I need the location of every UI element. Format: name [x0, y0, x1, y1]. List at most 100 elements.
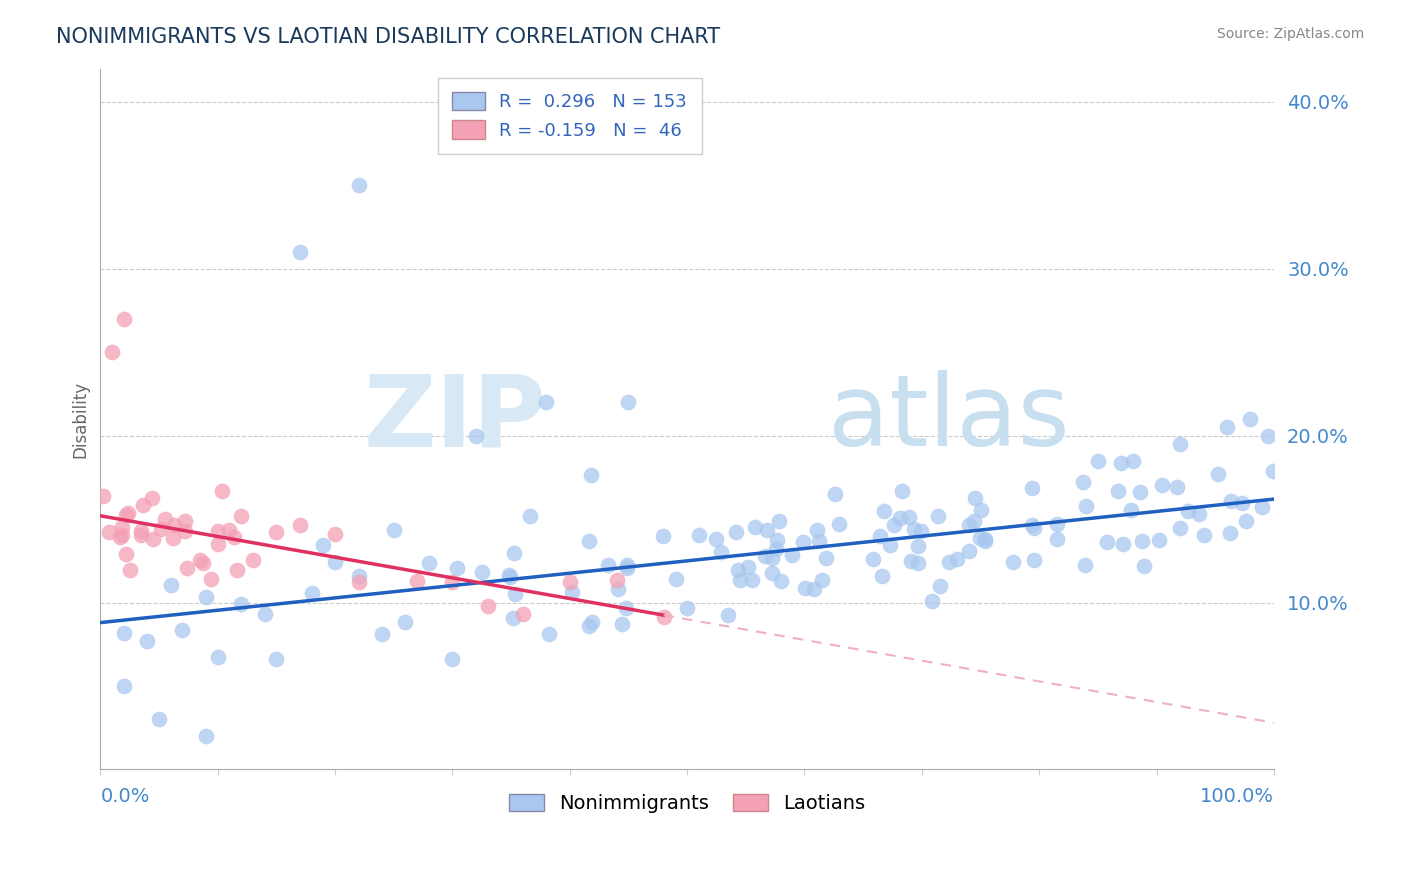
- Point: [347, 178, 370, 193]
- Point: [879, 537, 901, 551]
- Point: [207, 537, 229, 551]
- Point: [581, 615, 603, 629]
- Point: [91, 489, 114, 503]
- Point: [464, 428, 486, 442]
- Point: [101, 345, 124, 359]
- Point: [148, 713, 170, 727]
- Point: [347, 575, 370, 590]
- Point: [889, 511, 911, 525]
- Point: [970, 503, 993, 517]
- Point: [1230, 496, 1253, 510]
- Text: ZIP: ZIP: [363, 370, 547, 467]
- Point: [598, 558, 620, 572]
- Point: [1192, 528, 1215, 542]
- Point: [231, 598, 253, 612]
- Point: [477, 599, 499, 614]
- Point: [108, 530, 131, 544]
- Point: [194, 729, 217, 743]
- Point: [1071, 475, 1094, 490]
- Point: [558, 575, 581, 590]
- Y-axis label: Disability: Disability: [72, 380, 89, 458]
- Point: [921, 594, 943, 608]
- Point: [207, 524, 229, 539]
- Point: [536, 395, 558, 409]
- Point: [1119, 503, 1142, 517]
- Point: [312, 538, 335, 552]
- Point: [193, 556, 215, 570]
- Point: [141, 491, 163, 506]
- Point: [441, 651, 464, 665]
- Point: [347, 568, 370, 582]
- Point: [1263, 464, 1285, 478]
- Point: [614, 600, 637, 615]
- Point: [471, 565, 494, 579]
- Point: [498, 567, 520, 582]
- Point: [153, 511, 176, 525]
- Point: [768, 514, 790, 528]
- Point: [1257, 428, 1279, 442]
- Point: [891, 484, 914, 499]
- Point: [224, 530, 246, 544]
- Point: [1022, 521, 1045, 535]
- Text: atlas: atlas: [828, 370, 1070, 467]
- Point: [1177, 504, 1199, 518]
- Point: [163, 517, 186, 532]
- Point: [441, 574, 464, 589]
- Point: [973, 533, 995, 547]
- Point: [111, 520, 134, 534]
- Point: [1074, 499, 1097, 513]
- Point: [1087, 453, 1109, 467]
- Point: [578, 533, 600, 548]
- Point: [1109, 457, 1132, 471]
- Point: [253, 607, 276, 621]
- Point: [512, 607, 534, 622]
- Point: [1133, 559, 1156, 574]
- Point: [159, 578, 181, 592]
- Point: [323, 556, 346, 570]
- Point: [803, 582, 825, 596]
- Point: [266, 524, 288, 539]
- Point: [150, 523, 173, 537]
- Point: [1046, 532, 1069, 546]
- Point: [761, 551, 783, 566]
- Point: [174, 524, 197, 538]
- Point: [1107, 484, 1129, 499]
- Point: [727, 563, 749, 577]
- Point: [755, 523, 778, 537]
- Point: [957, 544, 980, 558]
- Point: [717, 608, 740, 623]
- Point: [188, 553, 211, 567]
- Point: [578, 619, 600, 633]
- Point: [606, 573, 628, 587]
- Point: [870, 569, 893, 583]
- Point: [288, 518, 311, 533]
- Point: [792, 535, 814, 549]
- Point: [406, 574, 429, 589]
- Point: [1206, 467, 1229, 481]
- Point: [728, 573, 751, 587]
- Point: [1074, 558, 1097, 572]
- Point: [231, 509, 253, 524]
- Point: [226, 564, 249, 578]
- Point: [538, 627, 561, 641]
- Point: [965, 491, 987, 505]
- Point: [1250, 500, 1272, 514]
- Point: [242, 552, 264, 566]
- Point: [617, 395, 640, 409]
- Point: [117, 506, 139, 520]
- Point: [1219, 525, 1241, 540]
- Point: [323, 527, 346, 541]
- Point: [1021, 481, 1043, 495]
- Point: [946, 552, 969, 566]
- Point: [1166, 479, 1188, 493]
- Point: [957, 518, 980, 533]
- Point: [900, 554, 922, 568]
- Point: [1220, 494, 1243, 508]
- Point: [301, 586, 323, 600]
- Point: [1129, 485, 1152, 500]
- Point: [194, 591, 217, 605]
- Point: [499, 570, 522, 584]
- Point: [1234, 514, 1257, 528]
- Point: [200, 573, 222, 587]
- Point: [610, 617, 633, 632]
